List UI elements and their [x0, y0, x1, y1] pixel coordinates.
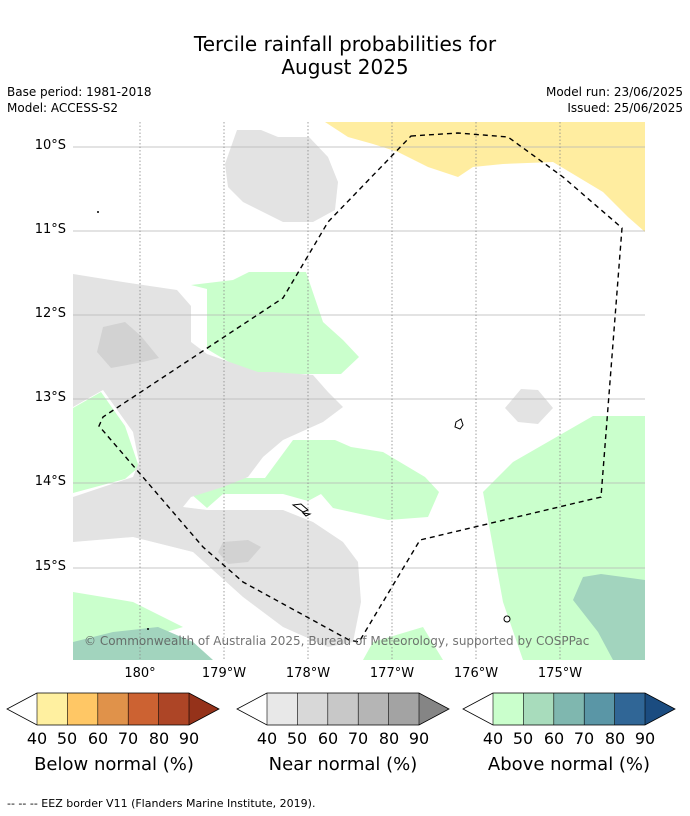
tick-label: 50	[286, 729, 308, 748]
colorbar-extend-high	[645, 693, 675, 725]
above-normal-label: Above normal (%)	[487, 754, 651, 775]
tick-label: 70	[117, 729, 139, 748]
colorbar-segment	[493, 693, 524, 725]
above-normal-50-regions	[73, 574, 645, 660]
colorbar-segment	[97, 693, 129, 725]
base-period: Base period: 1981-2018	[7, 85, 152, 99]
lat-label-12s: 12°S	[34, 306, 66, 321]
probability-map	[73, 122, 645, 660]
tick-label: 40	[256, 729, 278, 748]
longitude-gridlines	[139, 122, 561, 660]
issued-date: Issued: 25/06/2025	[567, 101, 683, 115]
tick-label: 80	[604, 729, 626, 748]
tick-label: 70	[347, 729, 369, 748]
lon-label-178w: 178°W	[285, 666, 331, 681]
island-outlines	[291, 418, 511, 623]
lat-label-10s: 10°S	[34, 138, 66, 153]
model-name: Model: ACCESS-S2	[7, 101, 119, 115]
colorbar-extend-low	[7, 693, 37, 725]
tick-label: 60	[87, 729, 109, 748]
lon-label-179w: 179°W	[201, 666, 247, 681]
colorbar-extend-high	[419, 693, 449, 725]
colorbar-segment	[297, 693, 328, 725]
lon-label-177w: 177°W	[369, 666, 415, 681]
colorbar-segment	[128, 693, 159, 725]
tick-label: 40	[482, 729, 504, 748]
below-normal-colorbar	[6, 692, 222, 728]
below-normal-regions	[325, 122, 645, 232]
tick-label: 40	[26, 729, 48, 748]
colorbar-segment	[614, 693, 645, 725]
lon-label-175w: 175°W	[537, 666, 583, 681]
eez-border-note: -- -- -- EEZ border V11 (Flanders Marine…	[7, 797, 316, 810]
lat-label-11s: 11°S	[34, 222, 66, 237]
tick-label: 80	[378, 729, 400, 748]
copyright-notice: © Commonwealth of Australia 2025, Bureau…	[84, 634, 590, 648]
colorbar-segment	[553, 693, 585, 725]
lon-label-180: 180°	[124, 666, 156, 681]
tick-label: 70	[573, 729, 595, 748]
eez-border	[98, 132, 623, 643]
above-normal-colorbar	[462, 692, 678, 728]
small-islets	[97, 211, 149, 630]
tick-label: 50	[56, 729, 78, 748]
tick-label: 90	[634, 729, 656, 748]
colorbar-segment	[584, 693, 615, 725]
lat-label-13s: 13°S	[34, 390, 66, 405]
colorbar-segment	[37, 693, 68, 725]
model-run: Model run: 23/06/2025	[545, 85, 683, 99]
colorbar-segment	[523, 693, 554, 725]
lat-label-15s: 15°S	[34, 559, 66, 574]
near-normal-regions	[73, 130, 553, 647]
colorbar-segment	[267, 693, 298, 725]
colorbar-segment	[67, 693, 98, 725]
below-normal-label: Below normal (%)	[34, 754, 194, 775]
colorbar-extend-high	[189, 693, 219, 725]
tick-label: 90	[178, 729, 200, 748]
map-title-line1: Tercile rainfall probabilities for	[193, 32, 497, 56]
colorbar-segment	[327, 693, 359, 725]
tick-label: 90	[408, 729, 430, 748]
colorbar-extend-low	[237, 693, 267, 725]
tick-label: 50	[512, 729, 534, 748]
tick-label: 60	[543, 729, 565, 748]
near-normal-label: Near normal (%)	[268, 754, 418, 775]
tick-label: 80	[148, 729, 170, 748]
lon-label-176w: 176°W	[453, 666, 499, 681]
latitude-gridlines	[73, 146, 645, 569]
colorbar-segment	[358, 693, 389, 725]
colorbar-segment	[388, 693, 419, 725]
tick-label: 60	[317, 729, 339, 748]
near-normal-colorbar	[236, 692, 452, 728]
lat-label-14s: 14°S	[34, 474, 66, 489]
near-normal-50-regions	[97, 322, 261, 564]
colorbar-segment	[158, 693, 189, 725]
colorbar-extend-low	[463, 693, 493, 725]
map-title-line2: August 2025	[281, 55, 409, 79]
